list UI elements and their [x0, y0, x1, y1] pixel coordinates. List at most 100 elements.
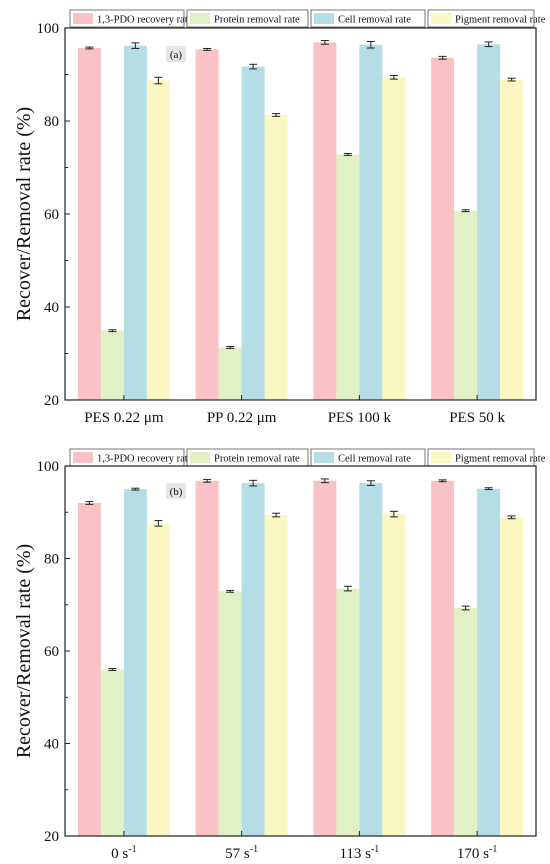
error-bar	[320, 40, 329, 45]
bar	[359, 483, 383, 836]
bar	[241, 483, 265, 836]
legend-label: Cell removal rate	[338, 454, 411, 465]
x-tick-superscript: -1	[371, 844, 379, 855]
legend-label: 1,3-PDO recovery rate	[97, 454, 193, 465]
legend-box	[427, 9, 535, 28]
bar	[431, 480, 455, 836]
error-bar	[154, 76, 163, 85]
bars	[77, 478, 524, 836]
x-tick-label: PES 100 k	[328, 410, 392, 426]
error-bar	[320, 478, 329, 484]
y-tick-label: 60	[44, 207, 59, 223]
panel-label-text: (a)	[170, 49, 183, 61]
error-bar	[249, 479, 258, 487]
error-bar	[154, 520, 163, 527]
bar	[264, 114, 288, 400]
legend-item: Cell removal rate	[310, 448, 426, 467]
error-bar	[366, 480, 375, 486]
y-tick-label: 80	[44, 114, 59, 130]
bar	[313, 42, 337, 400]
bar	[264, 515, 288, 836]
legend-label: Protein removal rate	[214, 15, 300, 26]
legend-item: 1,3-PDO recovery rate	[69, 9, 193, 28]
y-axis-label: Recover/Removal rate (%)	[13, 107, 35, 321]
bar	[123, 489, 147, 836]
legend-label: Pigment removal rate	[455, 454, 546, 465]
x-tick-label: PES 0.22 μm	[84, 410, 164, 426]
legend: 1,3-PDO recovery rate Protein removal rat…	[69, 448, 546, 467]
legend-swatch	[190, 452, 210, 463]
bar	[77, 47, 101, 401]
bar	[77, 503, 101, 836]
y-tick-label: 60	[44, 644, 59, 660]
error-bar	[131, 42, 140, 49]
error-bar	[203, 478, 212, 483]
bar	[146, 80, 170, 401]
bar	[195, 480, 219, 836]
y-axis-label: Recover/Removal rate (%)	[13, 544, 35, 758]
x-tick-superscript: -1	[489, 844, 497, 855]
error-bar	[85, 501, 94, 505]
error-bar	[366, 40, 375, 49]
chart-panel-a: 1,3-PDO recovery rate Protein removal rat…	[13, 9, 546, 426]
x-tick-superscript: -1	[250, 844, 258, 855]
error-bar	[343, 153, 352, 156]
y-tick-label: 40	[44, 300, 59, 316]
legend-item: Protein removal rate	[186, 9, 309, 28]
legend-swatch	[314, 13, 334, 24]
bar	[100, 669, 124, 836]
y-tick-label: 20	[44, 393, 59, 409]
panel-label: (b)	[166, 483, 186, 499]
bar	[454, 210, 478, 400]
legend-swatch	[431, 452, 451, 463]
error-bar	[461, 209, 470, 213]
bar	[100, 330, 124, 400]
bar	[454, 607, 478, 836]
error-bar	[484, 41, 493, 48]
legend-box	[186, 9, 309, 28]
bar	[336, 588, 360, 836]
panel-label-bg	[166, 483, 186, 499]
legend-item: Cell removal rate	[310, 9, 426, 28]
error-bar	[343, 585, 352, 592]
legend-swatch	[431, 13, 451, 24]
bar	[146, 523, 170, 836]
x-tick-label: 170 s-1	[457, 844, 497, 862]
legend-item: Pigment removal rate	[427, 448, 546, 467]
error-bar	[507, 515, 516, 520]
bar	[313, 480, 337, 836]
x-tick-label: 113 s-1	[339, 844, 379, 862]
legend-swatch	[73, 13, 93, 24]
bar	[123, 45, 147, 401]
legend-label: Protein removal rate	[214, 454, 300, 465]
legend-box	[310, 9, 426, 28]
bar	[477, 488, 501, 836]
legend-item: Protein removal rate	[186, 448, 309, 467]
error-bar	[249, 63, 258, 70]
error-bar	[389, 510, 398, 518]
y-tick-label: 20	[44, 829, 59, 845]
error-bar	[438, 55, 447, 60]
error-bar	[438, 479, 447, 483]
error-bar	[203, 47, 212, 51]
error-bar	[389, 74, 398, 80]
bar	[195, 49, 219, 400]
y-tick-label: 40	[44, 737, 59, 753]
y-tick-label: 80	[44, 552, 59, 568]
x-tick-label: PES 50 k	[449, 410, 505, 426]
error-bar	[226, 346, 235, 349]
bar	[336, 154, 360, 400]
bar	[382, 514, 406, 836]
error-bar	[461, 605, 470, 611]
x-tick-label: 57 s-1	[225, 844, 258, 862]
y-tick-label: 100	[37, 21, 60, 37]
legend: 1,3-PDO recovery rate Protein removal rat…	[69, 9, 546, 28]
panel-label-text: (b)	[170, 486, 183, 498]
legend-label: Pigment removal rate	[455, 15, 546, 26]
legend-box	[69, 9, 185, 28]
error-bar	[85, 46, 94, 50]
error-bar	[108, 329, 117, 333]
chart-panel-b: 1,3-PDO recovery rate Protein removal rat…	[13, 448, 546, 862]
x-tick-superscript: -1	[128, 844, 136, 855]
bar	[382, 77, 406, 400]
